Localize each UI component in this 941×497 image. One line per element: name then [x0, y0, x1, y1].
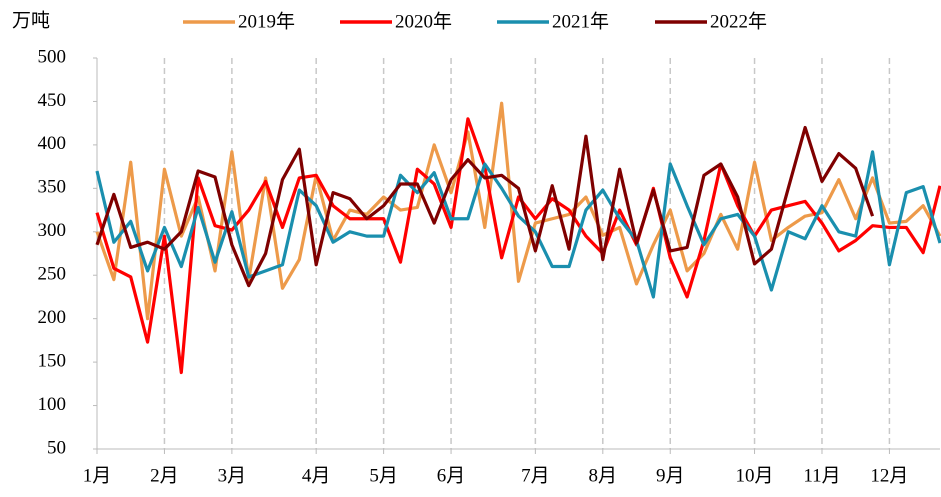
x-tick-label: 3月 [218, 465, 247, 486]
y-tick-label: 150 [38, 350, 67, 371]
x-tick-label: 2月 [150, 465, 179, 486]
y-tick-label: 200 [38, 307, 67, 328]
y-tick-label: 450 [38, 90, 67, 111]
x-tick-label: 10月 [736, 465, 774, 486]
x-tick-label: 12月 [870, 465, 908, 486]
x-tick-label: 7月 [521, 465, 550, 486]
legend-label: 2022年 [710, 10, 767, 32]
x-tick-label: 4月 [302, 465, 331, 486]
x-tick-label: 6月 [437, 465, 466, 486]
legend-label: 2021年 [552, 10, 609, 32]
y-tick-label: 300 [38, 220, 67, 241]
y-tick-label: 250 [38, 264, 67, 285]
x-tick-label: 9月 [656, 465, 685, 486]
series-line [95, 117, 941, 375]
x-tick-label: 1月 [83, 465, 112, 486]
legend-label: 2020年 [395, 10, 452, 32]
x-tick-label: 11月 [803, 465, 840, 486]
legend-label: 2019年 [238, 10, 295, 32]
series-line [95, 150, 941, 299]
series-line [95, 101, 941, 321]
y-tick-label: 50 [47, 437, 66, 458]
y-tick-label: 400 [38, 133, 67, 154]
x-tick-label: 5月 [369, 465, 398, 486]
series-line [95, 125, 875, 288]
y-tick-label: 500 [38, 46, 67, 67]
y-tick-label: 100 [38, 394, 67, 415]
x-tick-label: 8月 [589, 465, 618, 486]
y-tick-label: 350 [38, 177, 67, 198]
y-axis-unit: 万吨 [12, 9, 50, 31]
